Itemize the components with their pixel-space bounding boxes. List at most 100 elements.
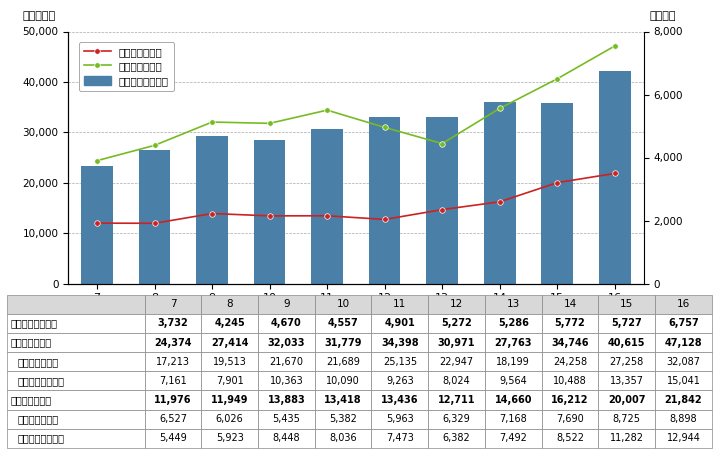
Text: 7,473: 7,473 <box>386 433 413 443</box>
Text: 12,711: 12,711 <box>438 395 475 405</box>
Text: 12: 12 <box>450 299 463 309</box>
Bar <box>485 352 541 371</box>
Bar <box>598 295 655 314</box>
Bar <box>145 333 201 352</box>
Text: 24,258: 24,258 <box>553 357 587 367</box>
Bar <box>315 371 372 390</box>
Text: 7,168: 7,168 <box>500 414 527 424</box>
Bar <box>201 410 258 428</box>
Text: 5,449: 5,449 <box>159 433 187 443</box>
Text: 34,398: 34,398 <box>381 338 418 347</box>
Bar <box>541 295 598 314</box>
Text: 特別法犯検挙件数: 特別法犯検挙件数 <box>18 376 65 386</box>
Text: 5,727: 5,727 <box>611 319 642 328</box>
Text: 5,963: 5,963 <box>386 414 413 424</box>
Text: 4,901: 4,901 <box>385 319 415 328</box>
Bar <box>145 314 201 333</box>
Bar <box>258 371 315 390</box>
Text: 25,135: 25,135 <box>383 357 417 367</box>
Bar <box>145 295 201 314</box>
Bar <box>541 352 598 371</box>
Bar <box>315 314 372 333</box>
Bar <box>7 333 145 352</box>
Bar <box>598 352 655 371</box>
Bar <box>7 428 145 448</box>
Text: 16,212: 16,212 <box>551 395 589 405</box>
Bar <box>372 333 429 352</box>
Bar <box>201 333 258 352</box>
Bar <box>429 295 485 314</box>
Bar <box>372 352 429 371</box>
Bar <box>372 371 429 390</box>
Text: 6,757: 6,757 <box>668 319 699 328</box>
Bar <box>258 428 315 448</box>
Bar <box>541 371 598 390</box>
Bar <box>201 352 258 371</box>
Text: 21,842: 21,842 <box>664 395 702 405</box>
Bar <box>485 295 541 314</box>
Text: 8,725: 8,725 <box>613 414 641 424</box>
Text: 15: 15 <box>620 299 633 309</box>
Bar <box>655 314 712 333</box>
Text: 14: 14 <box>564 299 577 309</box>
Bar <box>655 390 712 410</box>
Text: 8,024: 8,024 <box>443 376 470 386</box>
Text: 8,522: 8,522 <box>556 433 584 443</box>
Bar <box>201 295 258 314</box>
Text: 入国者数（千人）: 入国者数（千人） <box>11 319 58 328</box>
Bar <box>315 333 372 352</box>
Bar <box>599 71 631 284</box>
Bar <box>372 390 429 410</box>
Bar <box>598 371 655 390</box>
Text: 6,026: 6,026 <box>216 414 244 424</box>
Bar <box>426 117 458 284</box>
Bar <box>7 314 145 333</box>
Bar <box>429 333 485 352</box>
Text: 13,883: 13,883 <box>267 395 306 405</box>
Bar <box>372 314 429 333</box>
Text: 13,436: 13,436 <box>381 395 418 405</box>
Text: 30,971: 30,971 <box>438 338 475 347</box>
Bar <box>81 166 113 284</box>
Bar <box>7 410 145 428</box>
Text: 18,199: 18,199 <box>496 357 530 367</box>
Text: 5,923: 5,923 <box>216 433 244 443</box>
Bar <box>315 295 372 314</box>
Bar <box>201 371 258 390</box>
Text: 27,414: 27,414 <box>211 338 249 347</box>
Text: 5,382: 5,382 <box>329 414 357 424</box>
Bar <box>258 352 315 371</box>
Bar <box>369 117 400 284</box>
Text: 12,944: 12,944 <box>667 433 700 443</box>
Text: 13: 13 <box>507 299 520 309</box>
Bar <box>315 390 372 410</box>
Bar <box>372 295 429 314</box>
Text: 13,357: 13,357 <box>610 376 644 386</box>
Bar <box>196 136 228 284</box>
Text: 10,090: 10,090 <box>326 376 360 386</box>
Bar <box>7 371 145 390</box>
Text: 刑法犯検挙人員: 刑法犯検挙人員 <box>18 414 59 424</box>
Text: 24,374: 24,374 <box>154 338 192 347</box>
Text: 22,947: 22,947 <box>439 357 474 367</box>
Bar <box>7 295 145 314</box>
Text: 14,660: 14,660 <box>495 395 532 405</box>
Text: 20,007: 20,007 <box>608 395 646 405</box>
Bar <box>485 371 541 390</box>
Bar <box>201 390 258 410</box>
Text: 7,901: 7,901 <box>216 376 244 386</box>
Text: 17,213: 17,213 <box>156 357 190 367</box>
Text: 27,258: 27,258 <box>610 357 644 367</box>
Bar <box>429 390 485 410</box>
Bar <box>372 428 429 448</box>
Bar <box>541 314 598 333</box>
Bar <box>201 314 258 333</box>
Bar <box>485 390 541 410</box>
Bar <box>541 410 598 428</box>
Bar <box>655 352 712 371</box>
Text: 5,435: 5,435 <box>273 414 301 424</box>
Text: 21,689: 21,689 <box>326 357 360 367</box>
Bar <box>655 295 712 314</box>
Text: 9: 9 <box>283 299 290 309</box>
Bar <box>145 410 201 428</box>
